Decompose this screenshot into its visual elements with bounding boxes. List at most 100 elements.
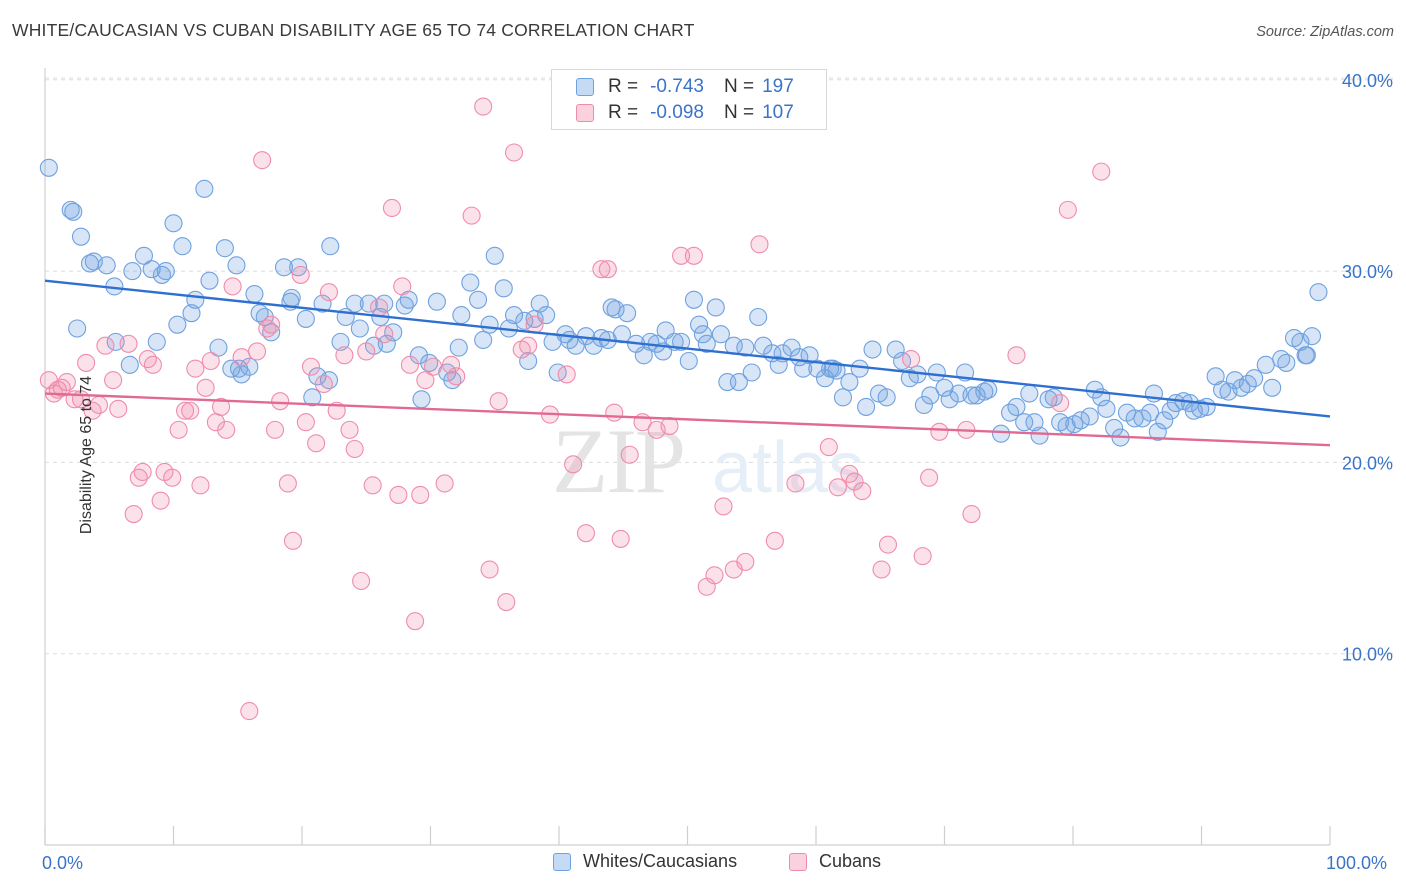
point-whites [1155,411,1174,430]
point-cubans [660,417,679,436]
point-cubans [920,468,939,487]
x-tick-label-min: 0.0% [42,853,84,873]
point-cubans [186,359,205,378]
y-tick-label: 40.0% [1342,71,1393,91]
point-cubans [57,373,76,392]
point-whites [173,237,192,256]
series-cubans-points [39,97,1111,721]
point-cubans [489,392,508,411]
point-cubans [1051,394,1070,413]
point-whites [863,340,882,359]
point-cubans [375,325,394,344]
point-whites [303,388,322,407]
legend-swatch-cubans [789,852,807,871]
point-whites [209,338,228,357]
point-cubans [278,474,297,493]
point-whites [1025,413,1044,432]
point-whites [1030,426,1049,445]
point-cubans [143,355,162,374]
point-whites [1141,403,1160,422]
point-whites [1015,413,1034,432]
point-whites [877,388,896,407]
point-whites [679,351,698,371]
point-whites [156,262,175,281]
point-whites [1020,384,1039,403]
point-whites [227,256,246,275]
point-cubans [913,547,932,566]
legend-swatch-whites [576,78,594,96]
legend-n-label: N = [723,102,755,123]
legend-swatch-cubans [576,104,594,122]
y-axis-label: Disability Age 65 to 74 [78,375,96,535]
point-whites [245,285,264,304]
legend-r-label: R = [608,76,639,97]
point-cubans [605,403,624,422]
svg-text:atlas: atlas [712,428,864,508]
point-cubans [435,474,454,493]
point-whites [1191,399,1210,418]
point-whites [461,273,480,292]
chart-title: WHITE/CAUCASIAN VS CUBAN DISABILITY AGE … [12,20,695,40]
point-whites [1297,346,1316,365]
point-whites [808,359,827,378]
point-whites [979,380,998,399]
point-cubans [124,505,143,524]
point-whites [331,332,350,351]
point-whites [693,325,712,344]
y-tick-label: 30.0% [1342,262,1393,282]
point-whites [182,304,201,323]
point-cubans [291,265,310,284]
point-whites [504,306,524,325]
legend-r-value: -0.743 [650,76,704,97]
point-whites [742,363,761,382]
point-cubans [77,353,96,372]
point-cubans [283,531,303,550]
point-whites [345,294,364,313]
legend-row-whites: R = -0.743 N = 197 [576,75,794,99]
point-whites [914,395,933,415]
point-cubans [191,476,210,495]
point-whites [494,279,513,298]
series-legend: Whites/Caucasians Cubans [0,851,1406,877]
point-whites [1245,369,1264,388]
point-whites [697,334,716,353]
point-cubans [389,485,408,504]
point-cubans [714,497,733,516]
point-cubans [416,371,435,390]
point-whites [833,388,853,407]
point-cubans [382,198,402,218]
point-cubans [736,552,755,571]
point-cubans [271,392,290,411]
point-cubans [217,420,236,439]
point-cubans [119,334,138,353]
point-whites [1080,407,1099,426]
point-cubans [163,468,182,487]
point-cubans [576,524,596,543]
point-cubans [104,371,123,390]
point-whites [1071,411,1090,430]
point-cubans [181,401,200,420]
point-cubans [684,246,703,265]
point-whites [749,307,768,327]
point-cubans [370,298,389,317]
point-cubans [819,438,838,457]
point-whites [548,363,567,382]
point-cubans [853,482,872,501]
watermark: ZIP atlas [552,410,864,512]
point-cubans [393,277,412,296]
point-whites [886,340,905,359]
point-cubans [750,235,769,254]
point-whites [1097,399,1116,418]
point-whites [1148,422,1167,441]
point-whites [412,390,431,409]
point-whites [282,288,301,307]
point-cubans [447,367,466,386]
point-whites [97,256,116,275]
point-whites [274,258,294,277]
point-cubans [620,445,639,464]
legend-item-whites: Whites/Caucasians [553,851,737,872]
point-whites [68,319,87,338]
point-cubans [592,260,611,279]
point-whites [1277,353,1296,372]
